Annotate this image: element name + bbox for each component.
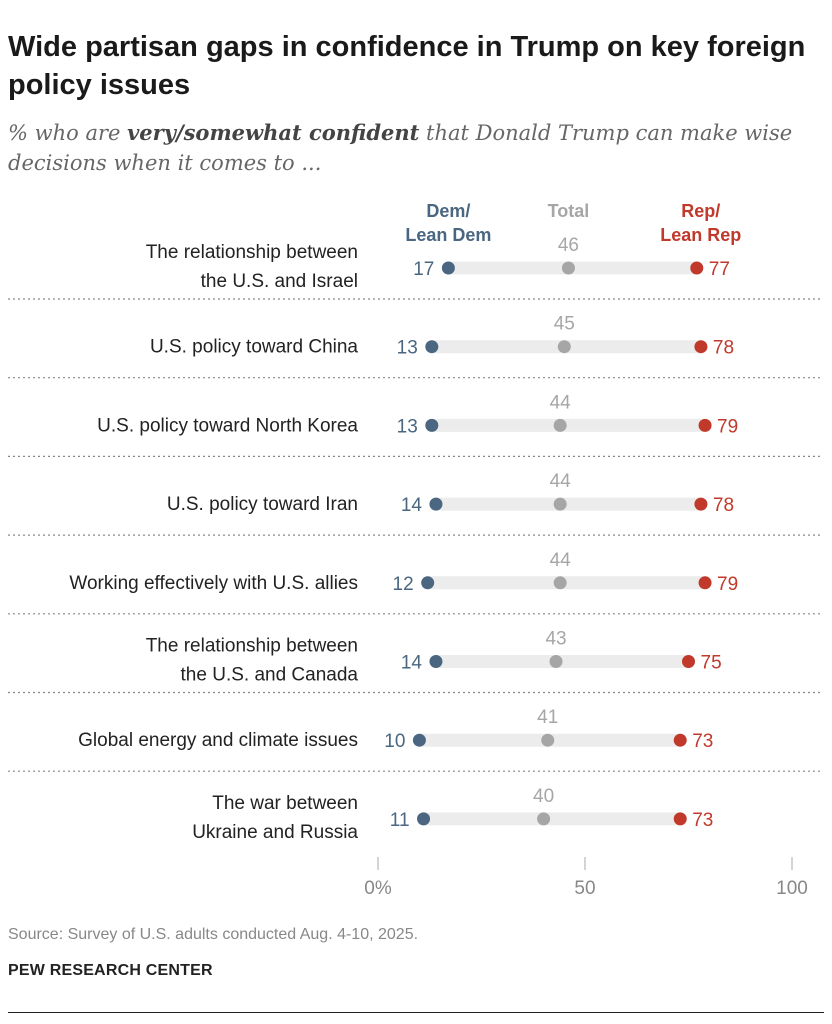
brand-label: PEW RESEARCH CENTER bbox=[8, 962, 213, 979]
dem-dot bbox=[429, 497, 443, 511]
rep-dot bbox=[673, 733, 687, 747]
total-value-label: 41 bbox=[537, 707, 558, 728]
rep-dot bbox=[698, 576, 712, 590]
category-label: Working effectively with U.S. allies bbox=[69, 573, 358, 594]
legend-rep-line-2: Lean Rep bbox=[660, 225, 741, 245]
rep-dot bbox=[698, 418, 712, 432]
dem-value-label: 13 bbox=[397, 338, 418, 359]
legend-dem-line-1: Dem/ bbox=[426, 201, 470, 221]
rep-value-label: 73 bbox=[692, 810, 713, 831]
total-value-label: 44 bbox=[550, 550, 572, 571]
total-value-label: 43 bbox=[545, 629, 566, 650]
category-label: U.S. policy toward North Korea bbox=[97, 415, 358, 436]
subtitle-suffix: that Donald Trump can make wise decision… bbox=[8, 121, 793, 175]
total-dot bbox=[541, 733, 555, 747]
dem-value-label: 12 bbox=[393, 574, 414, 595]
source-note: Source: Survey of U.S. adults conducted … bbox=[8, 926, 419, 943]
x-tick-label: 100 bbox=[776, 878, 808, 899]
category-label: U.S. policy toward Iran bbox=[167, 494, 358, 515]
dem-dot bbox=[417, 812, 431, 826]
rep-value-label: 78 bbox=[713, 495, 734, 516]
dem-value-label: 14 bbox=[401, 653, 423, 674]
rep-dot bbox=[694, 340, 708, 354]
rep-dot bbox=[690, 261, 704, 275]
dem-value-label: 14 bbox=[401, 495, 423, 516]
total-value-label: 40 bbox=[533, 786, 554, 807]
legend-dem-line-2: Lean Dem bbox=[405, 225, 491, 245]
subtitle-prefix: % who are bbox=[8, 121, 128, 145]
rep-value-label: 79 bbox=[717, 574, 738, 595]
category-label: The war between bbox=[212, 793, 358, 814]
dem-dot bbox=[429, 655, 443, 668]
dem-value-label: 11 bbox=[390, 810, 410, 831]
rep-dot bbox=[682, 655, 695, 668]
total-dot bbox=[553, 576, 567, 590]
subtitle-emphasis: very/somewhat confident bbox=[127, 120, 420, 145]
bottom-rule bbox=[8, 1012, 824, 1013]
x-tick-label: 0% bbox=[364, 878, 392, 899]
x-tick-label: 50 bbox=[574, 878, 595, 899]
dem-dot bbox=[421, 576, 435, 590]
total-value-label: 45 bbox=[554, 314, 575, 335]
legend-total-line-1: Total bbox=[548, 201, 590, 221]
rep-dot bbox=[673, 812, 687, 826]
total-dot bbox=[557, 340, 571, 354]
dem-dot bbox=[441, 261, 455, 275]
category-label: Global energy and climate issues bbox=[78, 730, 358, 751]
total-dot bbox=[561, 261, 575, 275]
total-value-label: 44 bbox=[550, 392, 572, 413]
category-label: The relationship between bbox=[146, 242, 358, 263]
dem-value-label: 10 bbox=[384, 731, 405, 752]
category-label: The relationship between bbox=[146, 636, 358, 657]
category-label: Ukraine and Russia bbox=[192, 822, 358, 843]
total-value-label: 44 bbox=[550, 471, 572, 492]
rep-value-label: 79 bbox=[717, 416, 738, 437]
total-dot bbox=[553, 497, 567, 511]
category-label: the U.S. and Israel bbox=[201, 271, 358, 292]
dem-dot bbox=[425, 340, 439, 354]
chart-subtitle: % who are very/somewhat confident that D… bbox=[8, 118, 808, 178]
rep-dot bbox=[694, 497, 708, 511]
rep-value-label: 73 bbox=[692, 731, 713, 752]
rep-value-label: 77 bbox=[709, 259, 730, 280]
chart-title: Wide partisan gaps in confidence in Trum… bbox=[8, 31, 806, 101]
total-dot bbox=[553, 418, 567, 432]
total-value-label: 46 bbox=[558, 235, 579, 256]
dot-plot: Dem/Lean Dem Total Rep/Lean Rep The relatio… bbox=[8, 201, 822, 899]
dem-value-label: 13 bbox=[397, 416, 418, 437]
rep-value-label: 75 bbox=[701, 653, 722, 674]
rep-value-label: 78 bbox=[713, 338, 734, 359]
dem-dot bbox=[412, 733, 426, 747]
dem-value-label: 17 bbox=[413, 259, 434, 280]
category-label: U.S. policy toward China bbox=[150, 337, 358, 358]
category-label: the U.S. and Canada bbox=[181, 665, 359, 686]
dem-dot bbox=[425, 418, 439, 432]
legend-rep-line-1: Rep/ bbox=[681, 201, 720, 221]
total-dot bbox=[549, 655, 563, 668]
total-dot bbox=[537, 812, 551, 826]
